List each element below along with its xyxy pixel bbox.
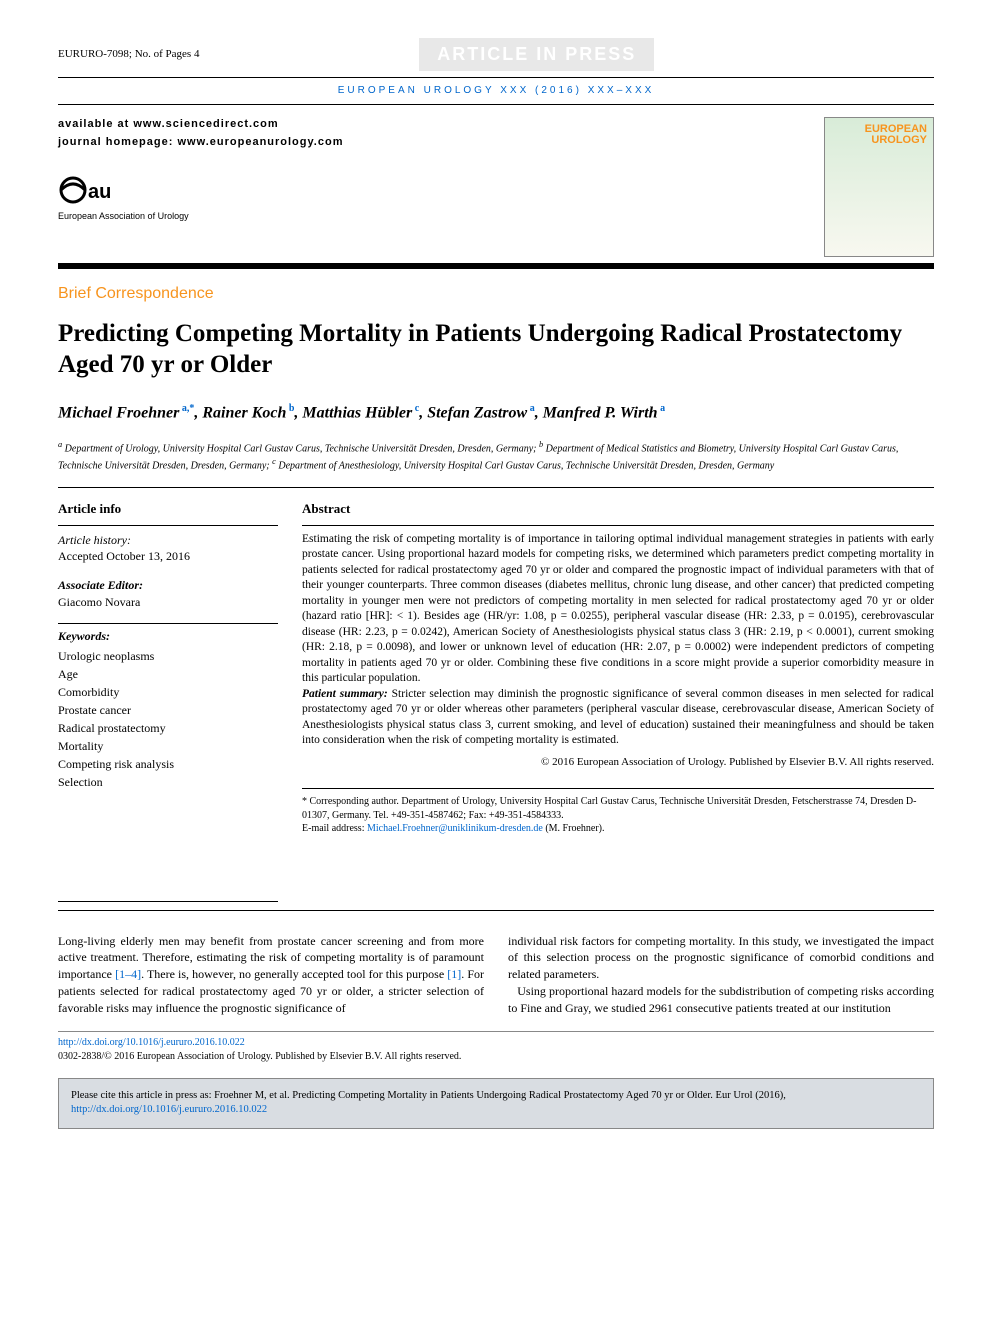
keywords-label: Keywords: [58,628,278,645]
keyword-item: Radical prostatectomy [58,719,278,737]
email-suffix: (M. Froehner). [543,823,605,834]
keyword-item: Prostate cancer [58,701,278,719]
article-reference: EURURO-7098; No. of Pages 4 [58,47,199,62]
associate-editor-value: Giacomo Novara [58,594,278,611]
keyword-item: Selection [58,773,278,791]
patient-summary-label: Patient summary: [302,688,388,700]
issn-copyright-line: 0302-2838/© 2016 European Association of… [58,1051,461,1062]
eau-logo-label: European Association of Urology [58,210,189,223]
eau-logo: au European Association of Urology [58,172,824,223]
journal-cover-thumbnail: EUROPEAN UROLOGY [824,117,934,257]
section-divider-thick [58,263,934,269]
keyword-item: Urologic neoplasms [58,647,278,665]
doi-link[interactable]: http://dx.doi.org/10.1016/j.eururo.2016.… [58,1037,245,1048]
divider [58,525,278,526]
citation-text: Please cite this article in press as: Fr… [71,1090,786,1101]
keyword-item: Competing risk analysis [58,755,278,773]
keyword-item: Comorbidity [58,683,278,701]
patient-summary-text: Stricter selection may diminish the prog… [302,688,934,747]
keywords-list: Urologic neoplasmsAgeComorbidityProstate… [58,647,278,791]
journal-homepage-line: journal homepage: www.europeanurology.co… [58,135,824,150]
cover-title: EUROPEAN UROLOGY [831,124,927,146]
body-column-right: individual risk factors for competing mo… [508,933,934,1017]
keyword-item: Age [58,665,278,683]
affiliations: a Department of Urology, University Hosp… [58,439,934,474]
divider [302,525,934,526]
svg-text:au: au [88,181,111,203]
divider [58,910,934,911]
eau-logo-icon: au [58,172,128,208]
email-label: E-mail address: [302,823,367,834]
article-info-heading: Article info [58,500,278,518]
corresponding-author: * Corresponding author. Department of Ur… [302,795,934,822]
keyword-item: Mortality [58,737,278,755]
in-press-badge: ARTICLE IN PRESS [419,38,654,71]
article-title: Predicting Competing Mortality in Patien… [58,318,934,381]
corresponding-email-link[interactable]: Michael.Froehner@uniklinikum-dresden.de [367,823,543,834]
divider [58,487,934,488]
article-type: Brief Correspondence [58,283,934,305]
citation-box: Please cite this article in press as: Fr… [58,1078,934,1129]
article-history-label: Article history: [58,532,278,549]
abstract-copyright: © 2016 European Association of Urology. … [302,755,934,770]
author-list: Michael Froehner a,*, Rainer Koch b, Mat… [58,402,934,425]
divider [58,623,278,624]
divider [58,901,278,902]
abstract-body: Estimating the risk of competing mortali… [302,533,934,685]
abstract-heading: Abstract [302,500,934,518]
body-column-left: Long-living elderly men may benefit from… [58,933,484,1017]
associate-editor-label: Associate Editor: [58,577,278,594]
citation-doi-link[interactable]: http://dx.doi.org/10.1016/j.eururo.2016.… [71,1104,267,1115]
available-at-line: available at www.sciencedirect.com [58,117,824,132]
journal-issue-line: EUROPEAN UROLOGY XXX (2016) XXX–XXX [58,77,934,105]
article-history-value: Accepted October 13, 2016 [58,548,278,565]
